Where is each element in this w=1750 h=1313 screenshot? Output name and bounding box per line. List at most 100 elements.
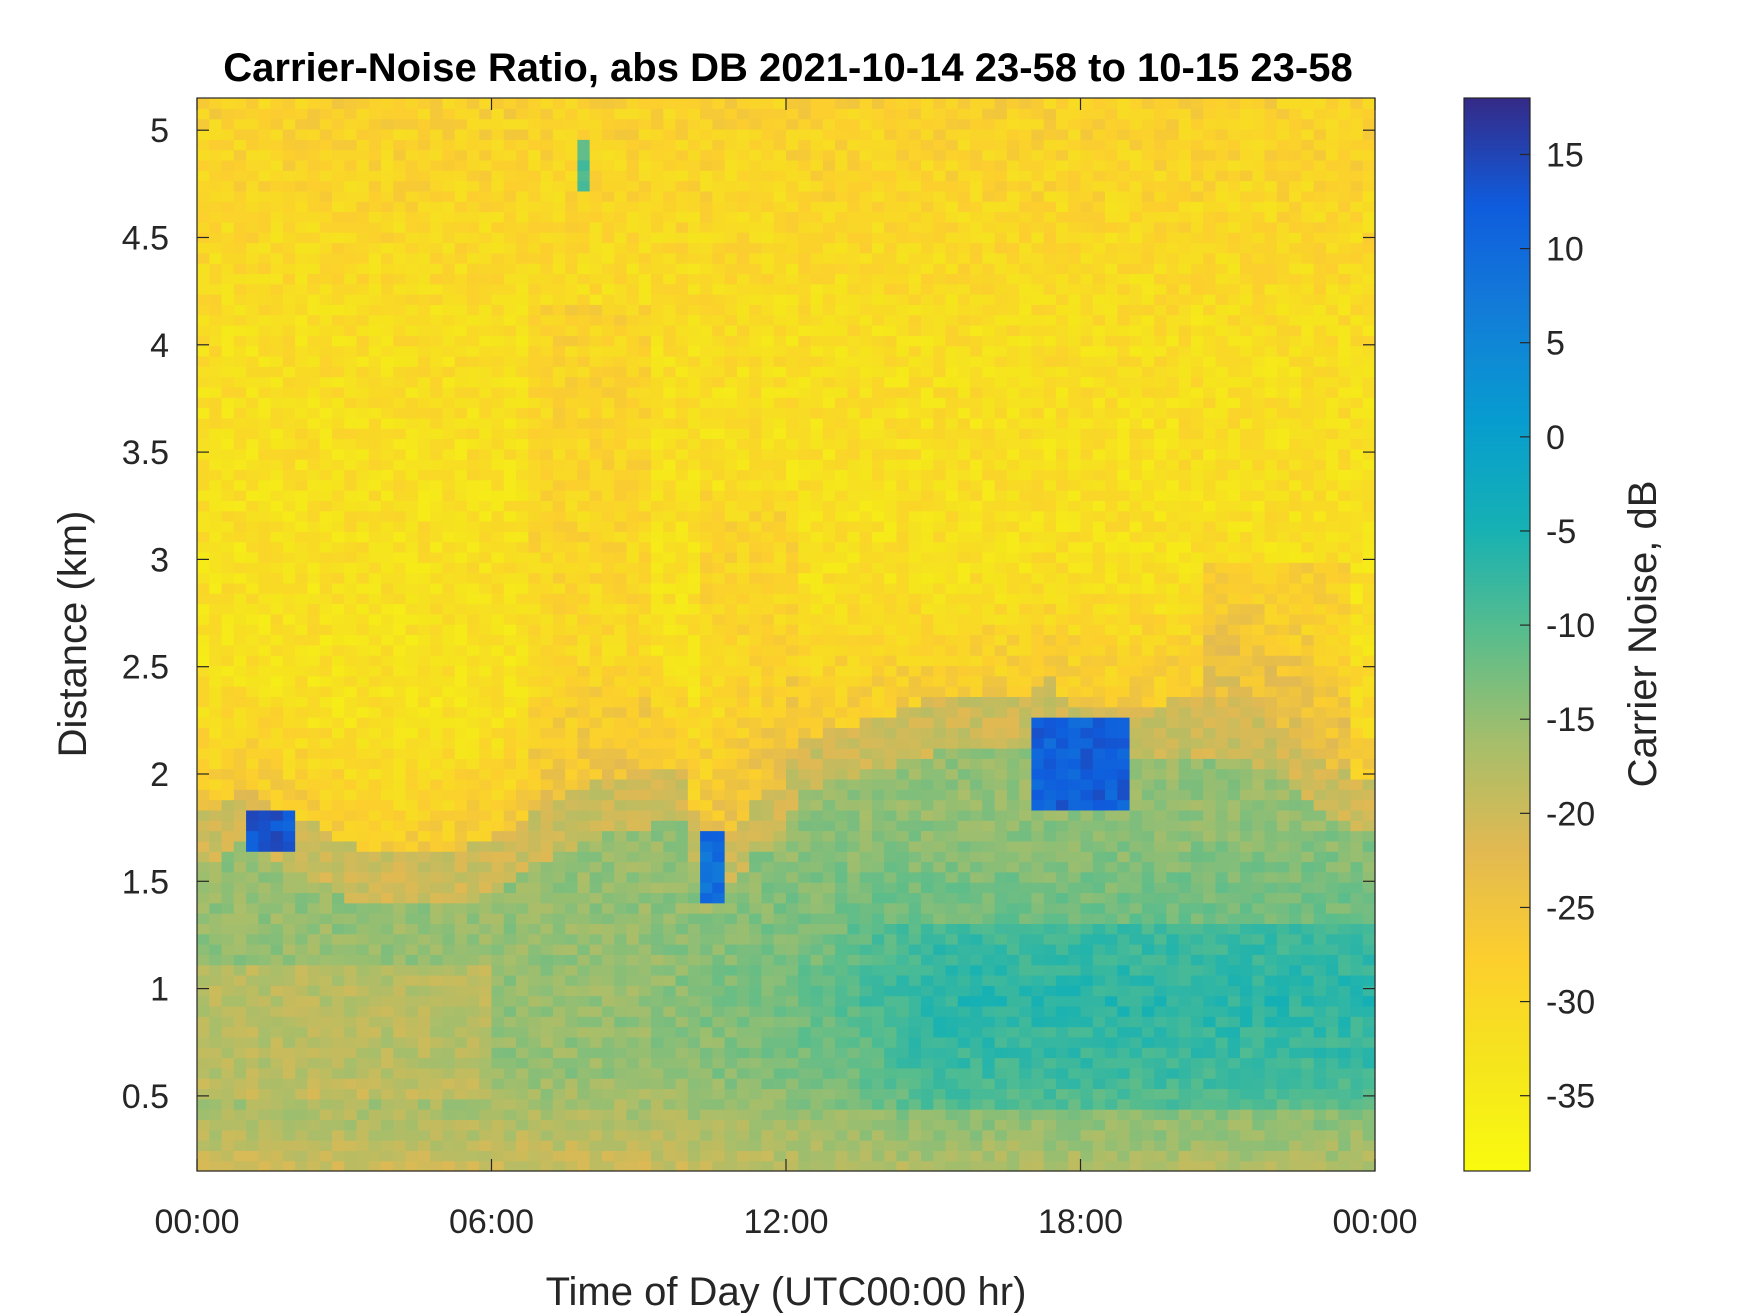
heatmap-cell — [258, 675, 272, 687]
heatmap-cell — [209, 1016, 223, 1028]
heatmap-cell — [295, 861, 309, 873]
heatmap-cell — [577, 840, 591, 852]
heatmap-cell — [307, 995, 321, 1007]
heatmap-cell — [589, 613, 603, 625]
heatmap-cell — [736, 727, 750, 739]
heatmap-cell — [663, 170, 677, 182]
heatmap-cell — [307, 366, 321, 378]
heatmap-cell — [405, 479, 419, 491]
heatmap-cell — [442, 747, 456, 759]
heatmap-cell — [540, 933, 554, 945]
heatmap-cell — [761, 624, 775, 636]
heatmap-cell — [528, 221, 542, 233]
heatmap-cell — [442, 1160, 456, 1172]
heatmap-cell — [209, 582, 223, 594]
heatmap-cell — [466, 923, 480, 935]
heatmap-cell — [430, 283, 444, 295]
heatmap-cell — [221, 324, 235, 336]
heatmap-cell — [442, 304, 456, 316]
heatmap-cell — [712, 294, 726, 305]
heatmap-cell — [356, 541, 370, 553]
heatmap-cell — [233, 541, 247, 553]
heatmap-cell — [197, 1150, 210, 1162]
heatmap-cell — [417, 242, 431, 254]
heatmap-cell — [626, 1067, 640, 1079]
heatmap-cell — [651, 479, 664, 491]
heatmap-cell — [528, 1129, 542, 1141]
heatmap-cell — [651, 469, 664, 481]
heatmap-cell — [700, 479, 713, 491]
heatmap-cell — [540, 809, 554, 821]
heatmap-cell — [356, 469, 370, 481]
heatmap-cell — [773, 355, 787, 367]
heatmap-cell — [393, 572, 407, 584]
heatmap-cell — [577, 366, 591, 378]
heatmap-cell — [417, 551, 431, 563]
heatmap-cell — [712, 1160, 726, 1172]
heatmap-cell — [221, 98, 235, 109]
heatmap-cell — [381, 273, 394, 285]
heatmap-cell — [626, 221, 640, 233]
heatmap-cell — [663, 706, 677, 718]
heatmap-cell — [307, 892, 321, 904]
heatmap-cell — [246, 1026, 259, 1038]
heatmap-cell — [393, 933, 407, 945]
heatmap-cell — [442, 809, 456, 821]
heatmap-cell — [405, 892, 419, 904]
heatmap-cell — [761, 706, 775, 718]
heatmap-cell — [454, 438, 468, 450]
heatmap-cell — [258, 768, 272, 780]
heatmap-cell — [454, 696, 468, 708]
heatmap-cell — [724, 490, 738, 501]
heatmap-cell — [233, 273, 247, 285]
heatmap-cell — [712, 778, 726, 790]
heatmap-cell — [454, 531, 468, 543]
heatmap-cell — [197, 913, 210, 924]
heatmap-cell — [197, 1057, 210, 1069]
heatmap-cell — [516, 428, 529, 440]
heatmap-cell — [687, 1005, 701, 1017]
heatmap-cell — [356, 108, 370, 120]
heatmap-cell — [516, 283, 529, 295]
heatmap-cell — [393, 964, 407, 976]
heatmap-cell — [565, 118, 578, 130]
heatmap-cell — [307, 778, 321, 790]
heatmap-cell — [651, 913, 664, 924]
heatmap-cell — [577, 386, 591, 398]
heatmap-cell — [233, 345, 247, 357]
heatmap-cell — [319, 386, 333, 398]
heatmap-cell — [331, 448, 345, 460]
heatmap-cell — [393, 304, 407, 316]
heatmap-cell — [491, 799, 505, 811]
heatmap-cell — [700, 727, 713, 739]
heatmap-cell — [773, 190, 787, 202]
heatmap-cell — [589, 1026, 603, 1038]
heatmap-cell — [368, 964, 382, 976]
heatmap-cell — [638, 974, 652, 986]
heatmap-cell — [295, 283, 309, 295]
heatmap-cell — [258, 500, 272, 512]
heatmap-cell — [638, 273, 652, 285]
heatmap-cell — [295, 211, 309, 223]
heatmap-cell — [368, 521, 382, 532]
heatmap-cell — [381, 335, 394, 347]
heatmap-cell — [331, 675, 345, 687]
heatmap-cell — [614, 933, 628, 945]
heatmap-cell — [516, 510, 529, 522]
heatmap-cell — [638, 304, 652, 316]
heatmap-cell — [577, 201, 591, 213]
heatmap-cell — [565, 490, 578, 501]
heatmap-cell — [466, 108, 480, 120]
heatmap-cell — [663, 964, 677, 976]
heatmap-cell — [307, 159, 321, 171]
heatmap-cell — [565, 830, 578, 842]
heatmap-cell — [270, 159, 284, 171]
heatmap-cell — [516, 655, 529, 667]
heatmap-cell — [344, 521, 358, 532]
heatmap-cell — [761, 139, 775, 151]
heatmap-cell — [282, 954, 296, 966]
heatmap-cell — [638, 1129, 652, 1141]
heatmap-cell — [197, 417, 210, 429]
heatmap-cell — [393, 789, 407, 801]
heatmap-cell — [589, 758, 603, 770]
